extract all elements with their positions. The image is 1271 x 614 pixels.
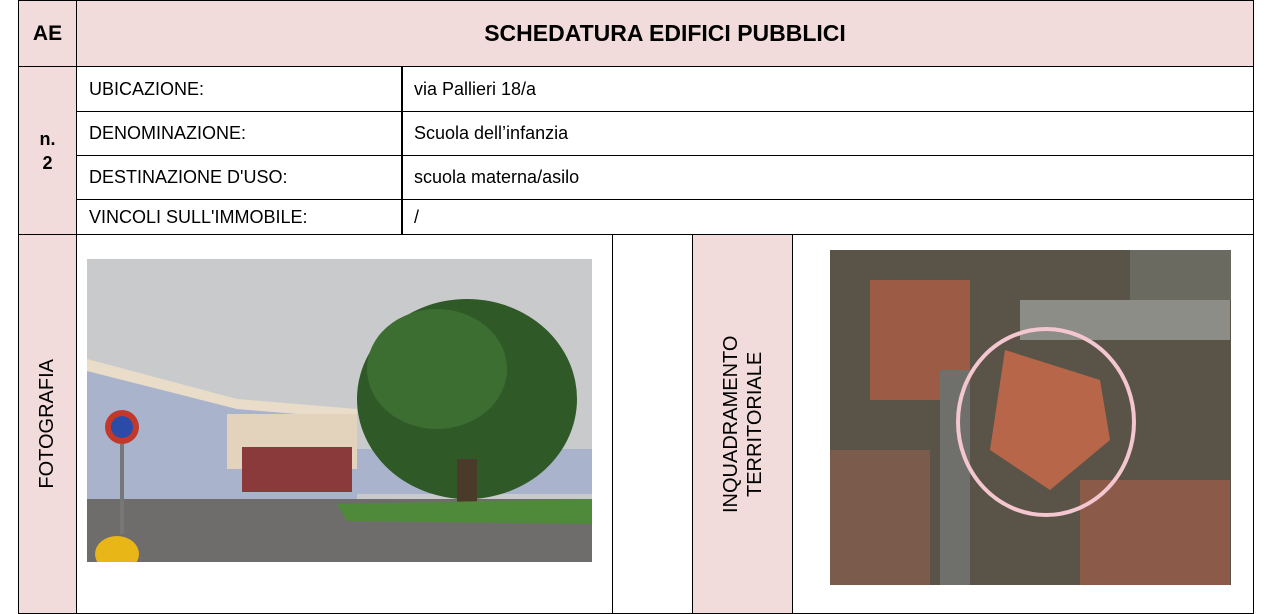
- field-label: DESTINAZIONE D'USO:: [76, 155, 403, 200]
- title: SCHEDATURA EDIFICI PUBBLICI: [484, 20, 846, 46]
- field-value: /: [401, 199, 1254, 235]
- photo-label-cell: FOTOGRAFIA: [18, 234, 77, 614]
- field-value: scuola materna/asilo: [401, 155, 1254, 200]
- field-label: UBICAZIONE:: [76, 66, 403, 112]
- number-cell: n. 2: [18, 66, 77, 235]
- number-value: 2: [42, 152, 53, 173]
- photo-label: FOTOGRAFIA: [36, 359, 58, 489]
- field-value: via Pallieri 18/a: [401, 66, 1254, 112]
- code: AE: [32, 21, 63, 45]
- code-cell: AE: [18, 0, 77, 67]
- number-label: n.: [39, 128, 56, 149]
- map-label-cell: INQUADRAMENTO TERRITORIALE: [692, 234, 793, 614]
- field-label: VINCOLI SULL'IMMOBILE:: [76, 199, 403, 235]
- photo: [87, 259, 592, 562]
- map: [830, 250, 1231, 585]
- page: AE SCHEDATURA EDIFICI PUBBLICI n. 2 UBIC…: [18, 0, 1254, 614]
- field-label: DENOMINAZIONE:: [76, 111, 403, 156]
- map-label: INQUADRAMENTO TERRITORIALE: [719, 335, 766, 513]
- empty-cell: [612, 234, 693, 614]
- title-cell: SCHEDATURA EDIFICI PUBBLICI: [76, 0, 1254, 67]
- field-value: Scuola dell’infanzia: [401, 111, 1254, 156]
